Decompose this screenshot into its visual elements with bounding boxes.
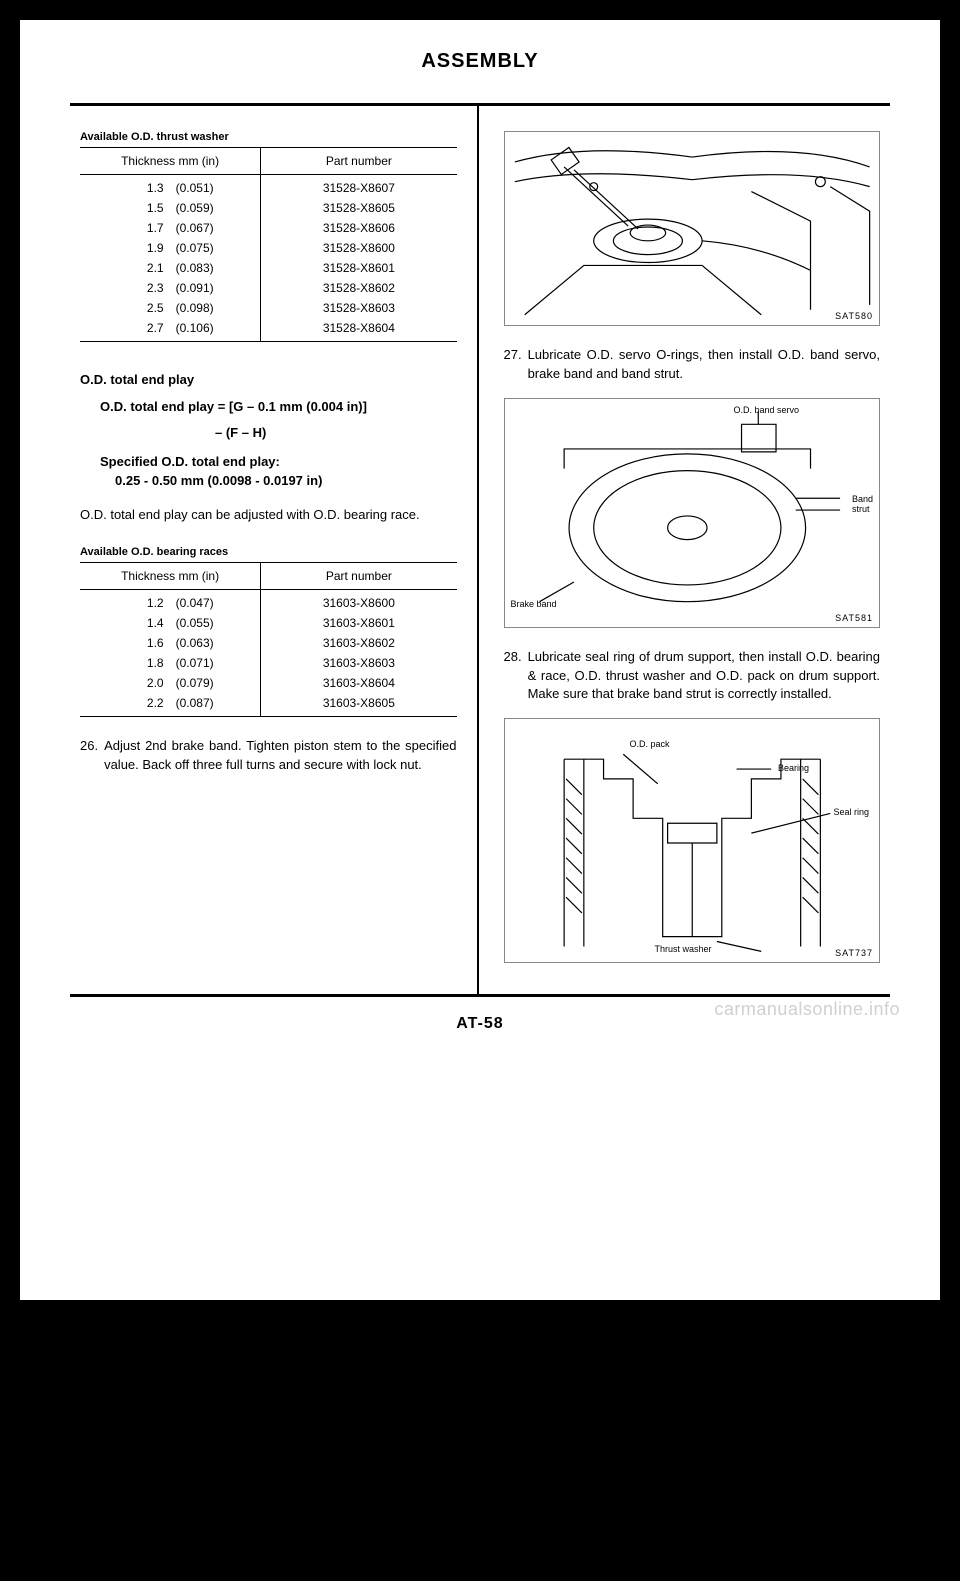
page: ASSEMBLY Available O.D. thrust washer Th…	[20, 20, 940, 1300]
bottom-rule	[70, 994, 890, 997]
figure-sat581-svg	[505, 399, 880, 627]
table-row: 1.7(0.067)31528-X8606	[80, 218, 457, 238]
table-row: 1.8(0.071)31603-X8603	[80, 653, 457, 673]
step-27-num: 27.	[504, 346, 522, 384]
table-row: 2.1(0.083)31528-X8601	[80, 258, 457, 278]
content-columns: Available O.D. thrust washer Thickness m…	[70, 106, 890, 994]
step-26: 26. Adjust 2nd brake band. Tighten pisto…	[80, 737, 457, 775]
page-title: ASSEMBLY	[70, 50, 890, 73]
fig3-label-thrust-washer: Thrust washer	[655, 944, 712, 954]
table2-title: Available O.D. bearing races	[80, 546, 457, 558]
watermark: carmanualsonline.info	[714, 999, 900, 1020]
thrust-washer-table: Thickness mm (in) Part number 1.3(0.051)…	[80, 147, 457, 342]
figure-sat580: SAT580	[504, 131, 881, 326]
fig2-label-band-strut: Band strut	[852, 494, 873, 514]
bearing-race-table: Thickness mm (in) Part number 1.2(0.047)…	[80, 562, 457, 717]
figure-sat737-code: SAT737	[835, 948, 873, 958]
table-row: 1.9(0.075)31528-X8600	[80, 238, 457, 258]
figure-sat737-svg	[505, 719, 880, 962]
left-column: Available O.D. thrust washer Thickness m…	[70, 106, 477, 994]
right-column: SAT580 27. Lubricate O.D. servo O-rings,…	[479, 106, 891, 994]
table1-header-thickness: Thickness mm (in)	[80, 148, 261, 175]
table-row: 1.6(0.063)31603-X8602	[80, 633, 457, 653]
step-28: 28. Lubricate seal ring of drum support,…	[504, 648, 881, 705]
table-row: 2.3(0.091)31528-X8602	[80, 278, 457, 298]
figure-sat737: O.D. pack Bearing Seal ring Thrust washe…	[504, 718, 881, 963]
table1-title: Available O.D. thrust washer	[80, 131, 457, 143]
end-play-heading: O.D. total end play	[80, 372, 457, 387]
end-play-formula2: – (F – H)	[215, 423, 266, 443]
table2-header-part: Part number	[261, 563, 457, 590]
table-row: 2.7(0.106)31528-X8604	[80, 318, 457, 342]
table-row: 2.0(0.079)31603-X8604	[80, 673, 457, 693]
fig2-label-brake-band: Brake band	[511, 599, 557, 609]
step-26-text: Adjust 2nd brake band. Tighten piston st…	[104, 737, 456, 775]
table-row: 1.3(0.051)31528-X8607	[80, 175, 457, 199]
step-28-num: 28.	[504, 648, 522, 705]
end-play-formula1: O.D. total end play = [G – 0.1 mm (0.004…	[100, 397, 457, 417]
step-26-num: 26.	[80, 737, 98, 775]
table1-header-part: Part number	[261, 148, 457, 175]
table-row: 2.5(0.098)31528-X8603	[80, 298, 457, 318]
end-play-spec-value: 0.25 - 0.50 mm (0.0098 - 0.0197 in)	[115, 473, 457, 488]
figure-sat581-code: SAT581	[835, 613, 873, 623]
step-27: 27. Lubricate O.D. servo O-rings, then i…	[504, 346, 881, 384]
fig3-label-seal-ring: Seal ring	[833, 807, 869, 817]
figure-sat580-svg	[505, 132, 880, 325]
figure-sat581: O.D. band servo Band strut Brake band SA…	[504, 398, 881, 628]
step-27-text: Lubricate O.D. servo O-rings, then insta…	[528, 346, 880, 384]
fig3-label-od-pack: O.D. pack	[630, 739, 670, 749]
fig2-label-servo: O.D. band servo	[733, 405, 799, 415]
end-play-spec-label: Specified O.D. total end play:	[100, 454, 457, 469]
table-row: 1.5(0.059)31528-X8605	[80, 198, 457, 218]
step-28-text: Lubricate seal ring of drum support, the…	[528, 648, 880, 705]
table-row: 2.2(0.087)31603-X8605	[80, 693, 457, 717]
figure-sat580-code: SAT580	[835, 311, 873, 321]
table2-header-thickness: Thickness mm (in)	[80, 563, 261, 590]
end-play-section: O.D. total end play O.D. total end play …	[80, 372, 457, 524]
end-play-note: O.D. total end play can be adjusted with…	[80, 506, 457, 524]
fig3-label-bearing: Bearing	[778, 763, 809, 773]
table-row: 1.4(0.055)31603-X8601	[80, 613, 457, 633]
table-row: 1.2(0.047)31603-X8600	[80, 590, 457, 614]
